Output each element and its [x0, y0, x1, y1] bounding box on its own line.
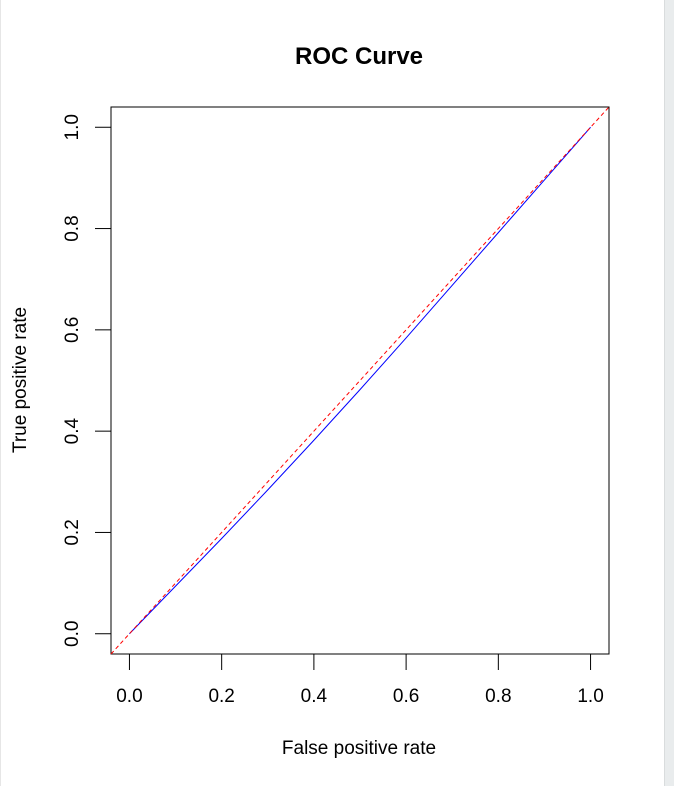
series-layer	[110, 106, 610, 655]
reference-diagonal-line	[110, 106, 610, 655]
roc-curve-line	[129, 126, 591, 635]
y-tick-label: 1.0	[62, 114, 83, 140]
x-tick-label: 0.8	[485, 686, 511, 707]
chart-title: ROC Curve	[295, 43, 423, 70]
x-tick-label: 0.0	[116, 686, 142, 707]
y-tick-label: 0.6	[62, 317, 83, 343]
y-tick-label: 0.4	[62, 418, 83, 445]
y-tick-label: 0.2	[62, 519, 83, 545]
y-tick-label: 0.0	[62, 621, 83, 647]
y-tick-label: 0.8	[62, 215, 83, 241]
x-axis: 0.0 0.2 0.4 0.6 0.8 1.0	[116, 653, 604, 707]
x-axis-label: False positive rate	[282, 738, 436, 759]
y-axis: 0.0 0.2 0.4 0.6 0.8 1.0	[62, 114, 112, 647]
x-tick-label: 0.4	[301, 686, 328, 707]
x-tick-label: 0.6	[393, 686, 419, 707]
x-tick-label: 1.0	[577, 686, 603, 707]
x-tick-label: 0.2	[208, 686, 234, 707]
scrollbar-gutter[interactable]	[664, 0, 674, 786]
plot-frame	[110, 106, 610, 655]
y-axis-label: True positive rate	[10, 307, 31, 453]
left-border	[0, 0, 1, 786]
